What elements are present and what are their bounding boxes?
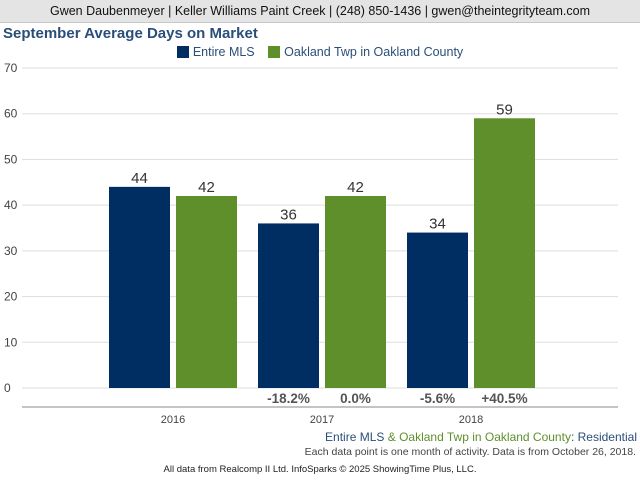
footer-series1: Entire MLS	[325, 430, 385, 444]
bar	[109, 186, 170, 388]
legend-label-entire-mls: Entire MLS	[192, 45, 255, 59]
data-source: All data from Realcomp II Ltd. InfoSpark…	[163, 464, 477, 475]
bar	[325, 196, 386, 388]
y-tick-label: 20	[4, 290, 18, 304]
data-label: 36	[280, 206, 297, 223]
change-label: 0.0%	[340, 391, 371, 406]
change-label: +40.5%	[481, 391, 527, 406]
header-text: Gwen Daubenmeyer | Keller Williams Paint…	[49, 4, 591, 18]
chart-title: September Average Days on Market	[3, 25, 258, 42]
y-tick-label: 60	[4, 107, 18, 121]
legend-swatch-oakland-twp	[268, 46, 281, 58]
legend-item-entire-mls[interactable]: Entire MLS	[176, 45, 255, 59]
legend-label-oakland-twp: Oakland Twp in Oakland County	[284, 45, 464, 59]
x-tick-label: 2016	[161, 414, 185, 426]
legend-item-oakland-twp[interactable]: Oakland Twp in Oakland County	[268, 45, 463, 59]
footer-suffix: : Residential	[570, 430, 637, 444]
change-label: -18.2%	[267, 391, 310, 406]
data-note: Each data point is one month of activity…	[304, 446, 636, 458]
data-label: 42	[347, 179, 364, 196]
data-label: 59	[496, 101, 513, 118]
data-label: 44	[131, 170, 148, 187]
bar	[258, 223, 319, 388]
footer-series-line: Entire MLS & Oakland Twp in Oakland Coun…	[325, 430, 637, 444]
bar	[474, 118, 535, 389]
header-bar: Gwen Daubenmeyer | Keller Williams Paint…	[0, 0, 640, 23]
legend: Entire MLS Oakland Twp in Oakland County	[0, 45, 640, 61]
y-tick-label: 50	[4, 152, 18, 166]
y-tick-label: 70	[4, 61, 18, 75]
change-label: -5.6%	[420, 391, 455, 406]
legend-swatch-entire-mls	[176, 46, 189, 58]
footer-series2: Oakland Twp in Oakland County	[399, 430, 571, 444]
y-tick-label: 40	[4, 198, 18, 212]
x-tick-label: 2018	[459, 414, 483, 426]
bar	[407, 232, 468, 388]
y-tick-label: 30	[4, 244, 18, 258]
y-tick-label: 10	[4, 335, 18, 349]
x-tick-label: 2017	[310, 414, 334, 426]
data-label: 34	[429, 216, 446, 233]
footer-amp: &	[384, 430, 400, 444]
y-tick-label: 0	[4, 381, 11, 395]
data-label: 42	[198, 179, 215, 196]
bar	[176, 196, 237, 388]
